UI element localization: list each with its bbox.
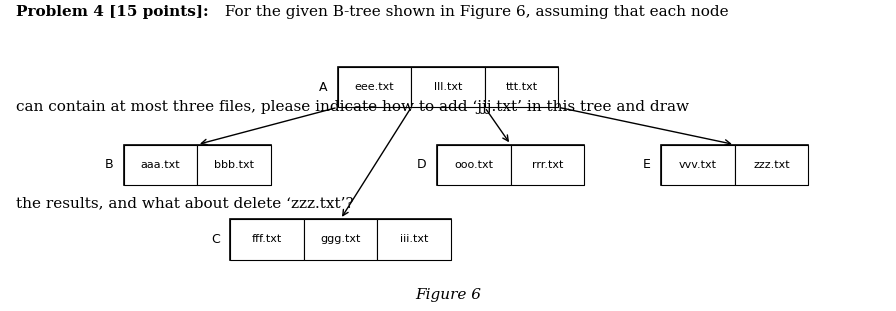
Text: aaa.txt: aaa.txt	[141, 160, 180, 170]
Text: B: B	[104, 158, 113, 171]
Text: Figure 6: Figure 6	[415, 288, 481, 303]
Text: can contain at most three files, please indicate how to add ‘jjj.txt’ in this tr: can contain at most three files, please …	[16, 100, 689, 114]
Text: bbb.txt: bbb.txt	[214, 160, 254, 170]
Text: C: C	[211, 233, 220, 246]
Bar	[377, 219, 451, 260]
Bar	[124, 145, 271, 185]
Bar	[661, 145, 735, 185]
Text: ttt.txt: ttt.txt	[505, 82, 538, 92]
Bar	[437, 145, 511, 185]
Text: rrr.txt: rrr.txt	[531, 160, 564, 170]
Bar	[735, 145, 808, 185]
Text: ggg.txt: ggg.txt	[320, 234, 361, 244]
Bar	[197, 145, 271, 185]
Bar	[411, 67, 485, 107]
Text: A: A	[319, 81, 327, 94]
Text: iii.txt: iii.txt	[400, 234, 428, 244]
Bar	[437, 145, 584, 185]
Bar	[304, 219, 377, 260]
Text: the results, and what about delete ‘zzz.txt’?: the results, and what about delete ‘zzz.…	[16, 196, 354, 210]
Text: vvv.txt: vvv.txt	[679, 160, 717, 170]
Bar	[230, 219, 451, 260]
Text: For the given B-tree shown in Figure 6, assuming that each node: For the given B-tree shown in Figure 6, …	[220, 5, 728, 19]
Bar	[230, 219, 304, 260]
Text: lll.txt: lll.txt	[434, 82, 462, 92]
Text: D: D	[417, 158, 426, 171]
Text: E: E	[642, 158, 650, 171]
Bar	[338, 67, 411, 107]
Text: fff.txt: fff.txt	[252, 234, 282, 244]
Bar	[124, 145, 197, 185]
Text: zzz.txt: zzz.txt	[754, 160, 789, 170]
Bar	[338, 67, 558, 107]
Bar	[511, 145, 584, 185]
Text: eee.txt: eee.txt	[355, 82, 394, 92]
Text: Problem 4 [15 points]:: Problem 4 [15 points]:	[16, 5, 209, 19]
Bar	[661, 145, 808, 185]
Bar	[485, 67, 558, 107]
Text: ooo.txt: ooo.txt	[454, 160, 494, 170]
